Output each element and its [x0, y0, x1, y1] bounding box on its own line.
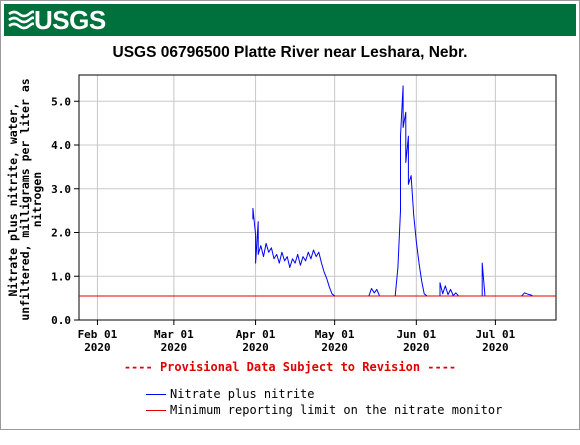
plot-area	[79, 75, 556, 320]
series-line	[521, 292, 533, 297]
y-tick-label: 2.0	[51, 227, 71, 240]
y-axis-label: unfiltered, milligrams per liter as	[18, 78, 32, 320]
legend-swatch-series	[146, 394, 166, 395]
series-line	[368, 288, 380, 297]
usgs-banner: USGS	[4, 4, 576, 36]
y-tick-label: 5.0	[51, 95, 71, 108]
x-tick-label: May 01	[315, 328, 355, 341]
legend-label-series: Nitrate plus nitrite	[170, 387, 315, 401]
y-tick-label: 0.0	[51, 314, 71, 327]
usgs-logo-icon	[8, 10, 34, 30]
provisional-notice: ---- Provisional Data Subject to Revisio…	[123, 360, 457, 374]
y-tick-label: 1.0	[51, 270, 71, 283]
x-tick-year-label: 2020	[403, 341, 430, 354]
x-tick-label: Apr 01	[236, 328, 276, 341]
y-axis-label: nitrogen	[30, 172, 44, 227]
x-tick-label: Mar 01	[154, 328, 194, 341]
x-tick-year-label: 2020	[482, 341, 509, 354]
usgs-logo-text: USGS	[34, 5, 106, 35]
x-tick-year-label: 2020	[321, 341, 348, 354]
plot-border	[78, 74, 557, 321]
x-tick-year-label: 2020	[84, 341, 111, 354]
x-tick-year-label: 2020	[242, 341, 269, 354]
x-tick-label: Jun 01	[396, 328, 436, 341]
series-line	[394, 85, 428, 297]
y-axis-label: Nitrate plus nitrite, water,	[6, 103, 20, 297]
x-tick-year-label: 2020	[161, 341, 188, 354]
x-tick-label: Feb 01	[78, 328, 118, 341]
legend-label-limit: Minimum reporting limit on the nitrate m…	[170, 403, 503, 417]
series-line	[252, 207, 335, 297]
y-tick-label: 4.0	[51, 139, 71, 152]
legend-swatch-limit	[146, 410, 166, 411]
chart-title: USGS 06796500 Platte River near Leshara,…	[112, 44, 468, 61]
legend-item-limit: Minimum reporting limit on the nitrate m…	[146, 403, 502, 417]
legend-item-series: Nitrate plus nitrite	[146, 387, 315, 401]
series-line	[481, 262, 486, 296]
series-line	[439, 282, 459, 297]
x-tick-label: Jul 01	[476, 328, 516, 341]
y-tick-label: 3.0	[51, 183, 71, 196]
